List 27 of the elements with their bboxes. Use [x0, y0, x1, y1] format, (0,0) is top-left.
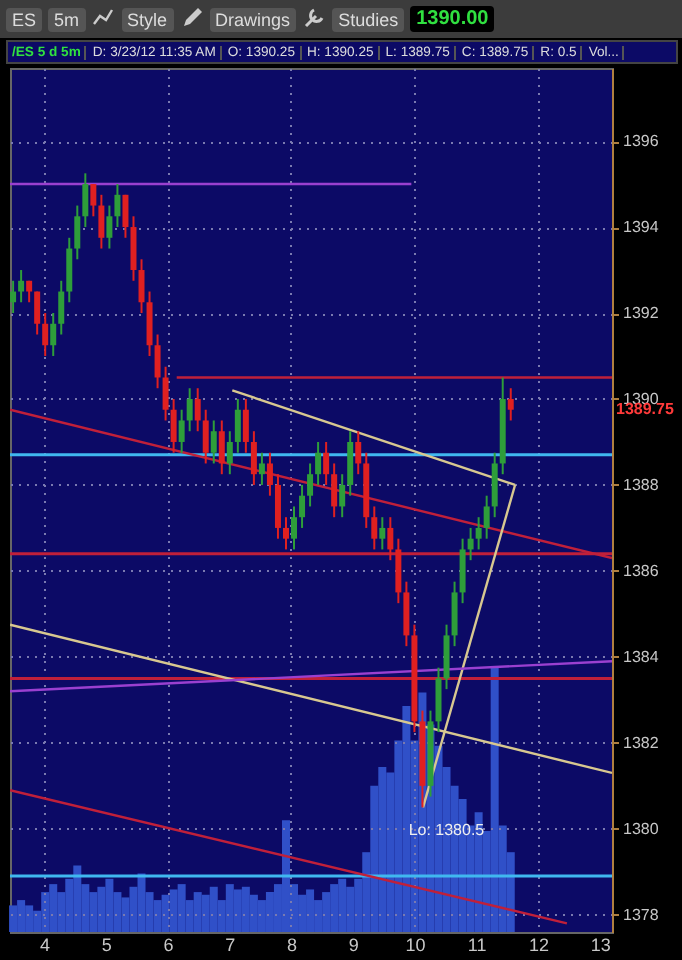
x-tick-label: 11 — [467, 935, 487, 955]
x-tick-label: 5 — [101, 935, 112, 955]
y-tick-label: 1392 — [623, 304, 660, 323]
annotation: Lo: 1380.5 — [408, 821, 486, 840]
x-tick-label: 13 — [590, 935, 611, 955]
x-tick-label: 10 — [405, 935, 426, 955]
text: 1389.75 — [616, 399, 675, 418]
y-tick-label: 1386 — [623, 561, 660, 580]
text: ES — [6, 7, 43, 31]
text: Drawings — [209, 7, 297, 31]
y-tick-label: 1394 — [623, 218, 660, 237]
text: 1390.00 — [410, 6, 495, 32]
y-tick-label: 1378 — [623, 905, 660, 924]
x-tick-label: 4 — [39, 935, 50, 955]
text: 5m — [48, 7, 86, 31]
y-tick-label: 1382 — [623, 733, 660, 752]
y-tick-label: 1388 — [623, 475, 660, 494]
x-tick-label: 8 — [286, 935, 297, 955]
x-tick-label: 6 — [163, 935, 174, 955]
x-tick-label: 12 — [528, 935, 549, 955]
x-tick-label: 7 — [225, 935, 236, 955]
x-tick-label: 9 — [348, 935, 359, 955]
text: Style — [121, 7, 174, 31]
y-tick-label: 1384 — [623, 647, 660, 666]
y-tick-label: 1396 — [623, 132, 660, 151]
text: Studies — [332, 7, 405, 31]
y-tick-label: 1380 — [623, 819, 660, 838]
